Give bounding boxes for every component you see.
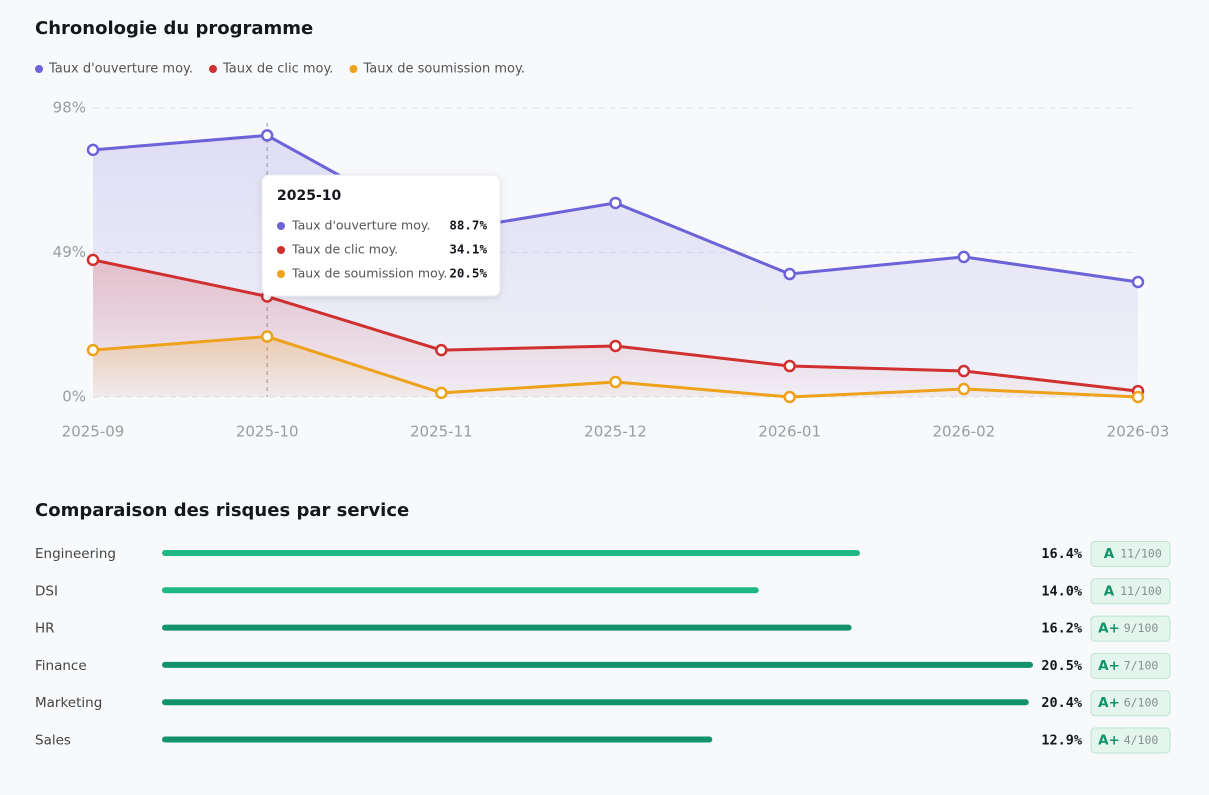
grade-badge xyxy=(1090,652,1171,679)
grade-badge xyxy=(1090,690,1171,717)
tooltip-label: Taux de soumission moy. xyxy=(291,266,447,281)
category-label: Sales xyxy=(35,733,71,749)
legend-label: Taux de clic moy. xyxy=(222,62,333,77)
grade: A+ xyxy=(1098,695,1120,711)
data-point xyxy=(957,382,971,396)
grade: A xyxy=(1104,583,1115,599)
tooltip-box xyxy=(261,174,501,297)
grade-badge xyxy=(1090,541,1171,567)
x-tick-label: 2025-10 xyxy=(236,423,299,441)
x-tick-label: 2025-09 xyxy=(62,423,125,441)
score: 6/100 xyxy=(1124,696,1159,710)
legend-label: Taux de soumission moy. xyxy=(362,62,525,77)
tooltip-value: 20.5% xyxy=(449,266,487,281)
series-area xyxy=(93,259,1138,397)
category-label: Engineering xyxy=(35,546,116,562)
x-tick-label: 2026-01 xyxy=(758,423,821,441)
tooltip-value: 34.1% xyxy=(449,242,487,257)
data-point xyxy=(435,386,448,400)
y-tick-label: 98% xyxy=(53,99,86,117)
value-label: 16.4% xyxy=(1041,546,1083,562)
data-point xyxy=(783,267,796,281)
data-point xyxy=(957,250,971,264)
data-point xyxy=(260,129,274,142)
tooltip: 2025-10 Taux d'ouverture moy. 88.7% Taux de… xyxy=(261,174,501,297)
data-point xyxy=(1131,390,1145,404)
value-label: 20.4% xyxy=(1041,695,1083,711)
data-point xyxy=(609,339,622,353)
grade: A+ xyxy=(1098,658,1120,674)
x-tick-label: 2026-03 xyxy=(1107,423,1170,441)
value-label: 16.2% xyxy=(1041,621,1083,637)
category-label: HR xyxy=(35,621,55,637)
score: 11/100 xyxy=(1120,584,1162,598)
legend-marker xyxy=(35,65,43,73)
data-point xyxy=(783,390,796,404)
tooltip-value: 88.7% xyxy=(449,218,487,233)
grade-badge xyxy=(1090,727,1171,754)
data-point xyxy=(783,359,796,373)
x-tick-label: 2026-02 xyxy=(932,423,995,441)
tooltip-marker xyxy=(277,222,285,230)
data-point xyxy=(957,364,971,378)
category-label: Marketing xyxy=(35,695,102,711)
category-label: Finance xyxy=(35,658,87,674)
series-area xyxy=(93,336,1138,397)
chart-title: Comparaison des risques par service xyxy=(35,500,409,521)
data-point xyxy=(1131,275,1145,289)
value-label: 20.5% xyxy=(1041,658,1083,674)
score: 9/100 xyxy=(1124,621,1159,635)
y-tick-label: 49% xyxy=(53,243,86,261)
chart-title: Chronologie du programme xyxy=(35,18,313,39)
data-point xyxy=(86,343,100,357)
value-label: 14.0% xyxy=(1041,583,1083,599)
tooltip-label: Taux de clic moy. xyxy=(291,242,398,257)
x-tick-label: 2025-11 xyxy=(410,423,473,441)
data-point xyxy=(86,143,100,157)
grade-badge xyxy=(1090,578,1171,605)
grade: A+ xyxy=(1098,621,1120,637)
data-point xyxy=(260,330,274,343)
y-tick-label: 0% xyxy=(62,388,86,406)
legend-marker xyxy=(209,65,217,73)
tooltip-marker xyxy=(277,246,285,254)
legend-marker xyxy=(349,65,358,73)
grade: A+ xyxy=(1098,733,1120,749)
tooltip-marker xyxy=(277,270,285,278)
x-tick-label: 2025-12 xyxy=(584,423,647,441)
data-point xyxy=(609,375,622,389)
grade-badge xyxy=(1090,615,1171,642)
category-label: DSI xyxy=(35,583,58,599)
legend-label: Taux d'ouverture moy. xyxy=(48,62,193,77)
score: 4/100 xyxy=(1124,733,1159,747)
score: 11/100 xyxy=(1120,547,1162,561)
data-point xyxy=(609,196,622,210)
data-point xyxy=(86,253,100,267)
score: 7/100 xyxy=(1124,658,1159,672)
data-point xyxy=(435,343,448,357)
tooltip-title: 2025-10 xyxy=(277,188,342,204)
grade: A xyxy=(1104,546,1115,562)
value-label: 12.9% xyxy=(1041,733,1083,749)
tooltip-label: Taux d'ouverture moy. xyxy=(291,218,430,233)
